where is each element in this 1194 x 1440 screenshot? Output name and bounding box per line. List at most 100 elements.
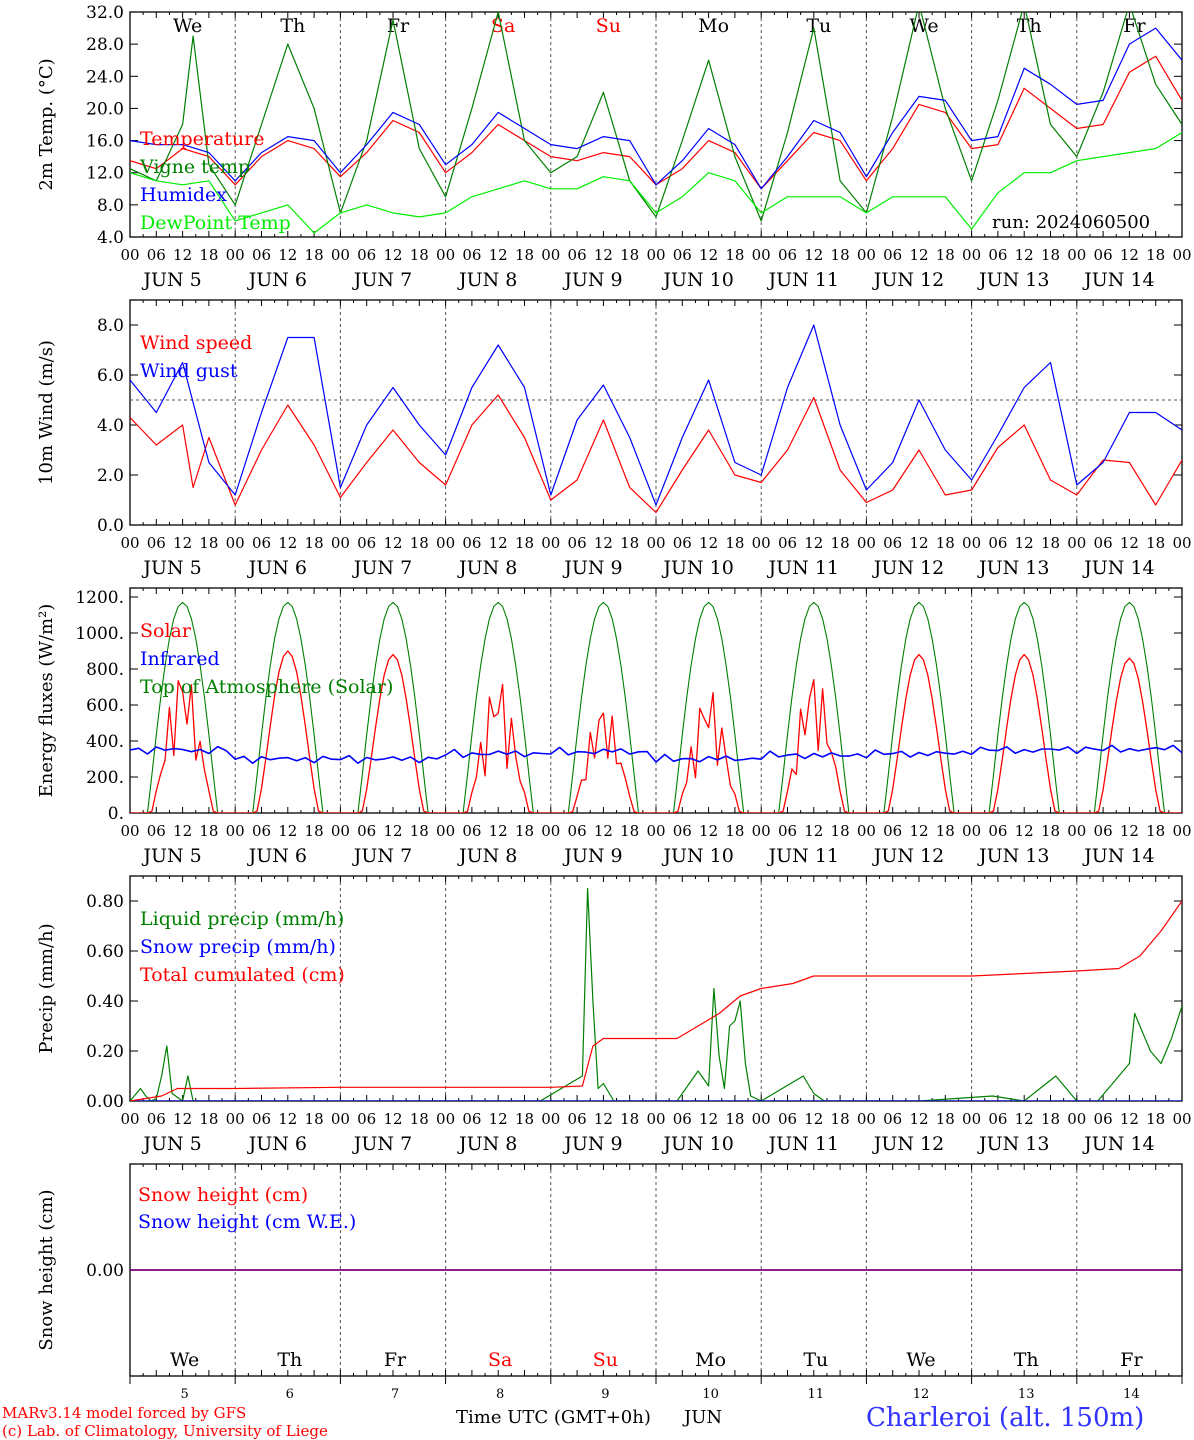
hour-tick-label: 12	[804, 1110, 823, 1128]
hour-tick-label: 18	[620, 1110, 639, 1128]
hour-tick-label: 00	[436, 1110, 455, 1128]
hour-tick-label: 00	[331, 1110, 350, 1128]
day-label: JUN 13	[977, 557, 1049, 579]
panel-3: 0. 200. 400. 600. 800. 1000. 1200. Energy fluxe…	[36, 587, 1192, 867]
hour-tick-label: 06	[462, 1110, 481, 1128]
hour-tick-label: 06	[462, 822, 481, 840]
hour-tick-label: 00	[120, 822, 139, 840]
hour-tick-label: 18	[305, 534, 324, 552]
series-line-2	[130, 900, 1182, 1101]
y-tick-label: 28.0	[86, 35, 124, 55]
weekday-label: We	[170, 1349, 199, 1371]
day-label: JUN 7	[352, 269, 412, 291]
series-toa-line	[130, 601, 1182, 813]
hour-tick-label: 12	[909, 246, 928, 264]
hour-tick-label: 00	[331, 534, 350, 552]
hour-tick-label: 18	[936, 534, 955, 552]
hour-tick-label: 18	[410, 534, 429, 552]
hour-tick-label: 00	[1172, 246, 1191, 264]
day-label: JUN 7	[352, 1133, 412, 1155]
hour-tick-label: 12	[804, 534, 823, 552]
day-label: JUN 11	[767, 1133, 839, 1155]
hour-tick-label: 00	[1067, 1110, 1086, 1128]
hour-tick-label: 00	[752, 822, 771, 840]
y-tick-label: 0.80	[86, 892, 124, 912]
series-line-0	[130, 394, 1182, 514]
y-tick-label: 12.0	[86, 164, 124, 184]
hour-tick-label: 12	[594, 534, 613, 552]
weekday-label: Th	[277, 1349, 302, 1371]
hour-tick-label: 12	[594, 822, 613, 840]
day-number: 8	[496, 1387, 504, 1402]
hour-tick-label: 12	[699, 534, 718, 552]
day-label: JUN 13	[977, 269, 1049, 291]
hour-tick-label: 12	[1015, 1110, 1034, 1128]
day-label: JUN 8	[457, 1133, 517, 1155]
series-line-1	[130, 12, 1182, 222]
hour-tick-label: 12	[804, 246, 823, 264]
hour-tick-label: 18	[515, 1110, 534, 1128]
hour-tick-label: 12	[1015, 822, 1034, 840]
hour-tick-label: 00	[436, 246, 455, 264]
hour-tick-label: 00	[436, 822, 455, 840]
weekday-label: Mo	[698, 15, 729, 37]
hour-tick-label: 18	[620, 534, 639, 552]
legend-entry: Top of Atmosphere (Solar)	[140, 676, 393, 698]
day-number: 5	[180, 1387, 188, 1402]
legend-entry: DewPoint Temp	[140, 212, 291, 234]
y-axis-label: Snow height (cm)	[36, 1189, 57, 1350]
hour-tick-label: 18	[1146, 822, 1165, 840]
hour-tick-label: 18	[936, 246, 955, 264]
day-label: JUN 9	[562, 845, 622, 867]
y-tick-label: 0.00	[86, 1261, 124, 1281]
hour-tick-label: 06	[568, 534, 587, 552]
day-label: JUN 5	[141, 557, 201, 579]
footer-line2: (c) Lab. of Climatology, University of L…	[2, 1422, 328, 1440]
day-label: JUN 9	[562, 1133, 622, 1155]
day-label: JUN 5	[141, 269, 201, 291]
hour-tick-label: 06	[1094, 246, 1113, 264]
y-axis-label: 2m Temp. (°C)	[36, 58, 57, 190]
hour-tick-label: 00	[226, 246, 245, 264]
hour-tick-label: 18	[410, 1110, 429, 1128]
hour-tick-label: 06	[778, 1110, 797, 1128]
y-tick-label: 8.0	[97, 316, 124, 336]
hour-tick-label: 00	[1172, 1110, 1191, 1128]
day-label: JUN 12	[872, 557, 944, 579]
hour-tick-label: 06	[988, 822, 1007, 840]
day-label: JUN 7	[352, 557, 412, 579]
day-label: JUN 8	[457, 845, 517, 867]
y-tick-label: 1200.	[75, 588, 124, 608]
y-tick-label: 4.0	[97, 228, 124, 248]
hour-tick-label: 18	[199, 534, 218, 552]
legend-entry: Infrared	[140, 648, 220, 670]
y-tick-label: 800.	[86, 660, 124, 680]
hour-tick-label: 06	[778, 822, 797, 840]
hour-tick-label: 06	[252, 1110, 271, 1128]
hour-tick-label: 00	[752, 534, 771, 552]
y-tick-label: 0.60	[86, 942, 124, 962]
hour-tick-label: 12	[1120, 534, 1139, 552]
hour-tick-label: 06	[252, 534, 271, 552]
hour-tick-label: 12	[909, 1110, 928, 1128]
hour-tick-label: 12	[1015, 246, 1034, 264]
hour-tick-label: 06	[462, 246, 481, 264]
day-label: JUN 6	[247, 557, 307, 579]
y-tick-label: 400.	[86, 732, 124, 752]
hour-tick-label: 06	[357, 534, 376, 552]
weekday-label: Sa	[491, 15, 515, 37]
hour-tick-label: 18	[831, 1110, 850, 1128]
hour-tick-label: 06	[147, 822, 166, 840]
hour-tick-label: 06	[568, 246, 587, 264]
hour-tick-label: 00	[436, 534, 455, 552]
footer-line1: MARv3.14 model forced by GFS	[2, 1404, 246, 1422]
day-label: JUN 6	[247, 845, 307, 867]
legend-entry: Snow precip (mm/h)	[140, 936, 336, 958]
hour-tick-label: 18	[410, 246, 429, 264]
hour-tick-label: 00	[752, 1110, 771, 1128]
hour-tick-label: 18	[305, 246, 324, 264]
weekday-label: Su	[596, 15, 621, 37]
hour-tick-label: 06	[1094, 534, 1113, 552]
day-label: JUN 12	[872, 845, 944, 867]
